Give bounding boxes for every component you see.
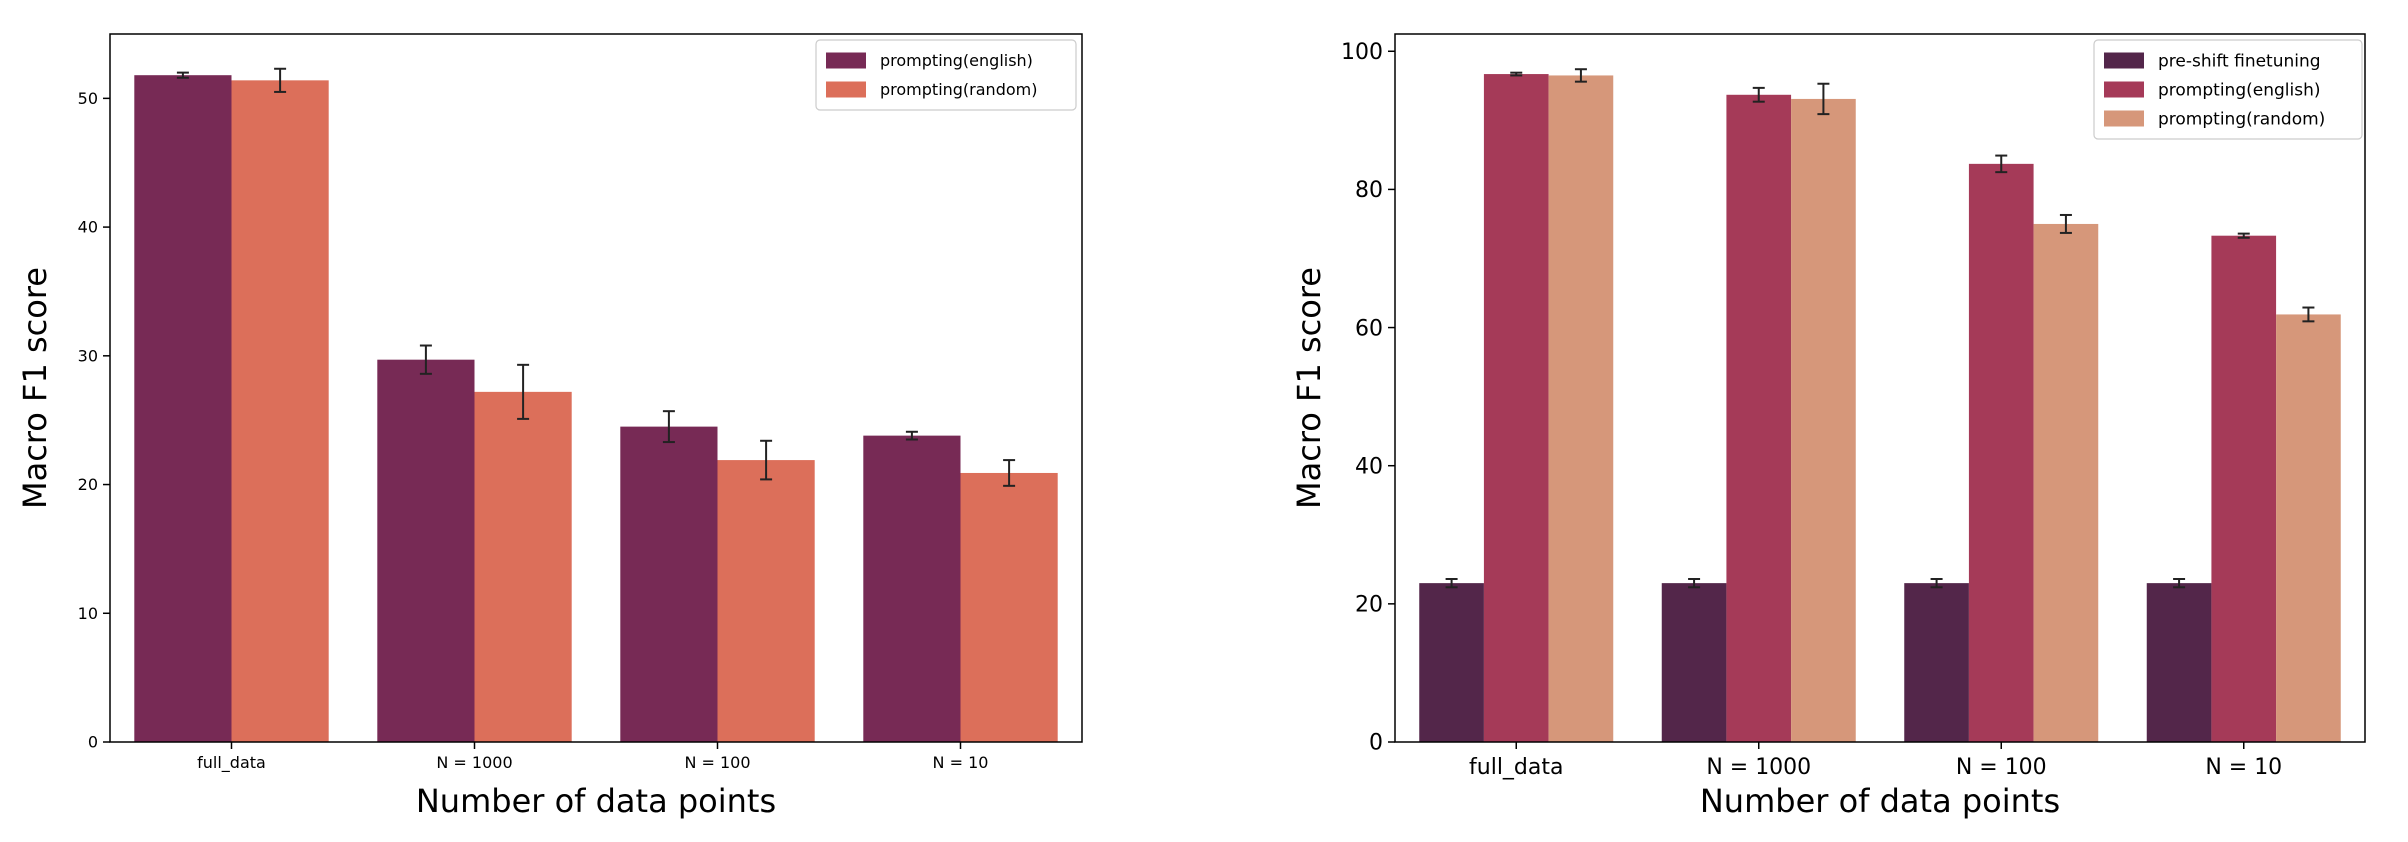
bar [863, 435, 961, 742]
bar [474, 391, 572, 742]
x-axis-label: Number of data points [1700, 782, 2060, 820]
bar [1548, 75, 1614, 742]
legend-label: prompting(english) [2158, 80, 2320, 100]
bar [2033, 223, 2099, 742]
y-tick-label: 0 [88, 733, 98, 752]
bar [1791, 98, 1856, 743]
bar [134, 75, 232, 742]
y-tick-label: 0 [1369, 731, 1383, 756]
y-axis-label: Macro F1 score [1290, 267, 1328, 509]
x-tick-label: N = 10 [933, 753, 989, 772]
legend-box [2093, 39, 2363, 140]
y-tick-label: 30 [78, 346, 98, 365]
x-tick-label: N = 100 [1956, 755, 2047, 780]
bar [1483, 74, 1549, 742]
plot-frame [1394, 33, 2366, 743]
y-tick-label: 20 [1355, 593, 1383, 618]
y-tick-label: 40 [1355, 454, 1383, 479]
x-tick-label: full_data [197, 753, 266, 773]
bar [2276, 314, 2341, 742]
x-tick-label: N = 10 [2205, 755, 2282, 780]
bar [2146, 583, 2212, 742]
legend-swatch [2104, 52, 2144, 69]
y-tick-label: 80 [1355, 178, 1383, 203]
bar [377, 359, 475, 742]
y-axis-label: Macro F1 score [16, 267, 54, 509]
bar [620, 426, 718, 742]
y-tick-label: 20 [78, 475, 98, 494]
bar [960, 472, 1058, 742]
y-tick-label: 60 [1355, 316, 1383, 341]
right-bar-chart: 0 20 40 60 80 100 full_data N = 1000 N = 100 N = … [1290, 33, 2366, 820]
legend-label: prompting(random) [2158, 109, 2325, 129]
legend-swatch [826, 81, 866, 98]
y-tick-label: 10 [78, 604, 98, 623]
bar [1419, 583, 1484, 742]
legend-swatch [826, 52, 866, 69]
bar [231, 80, 329, 743]
legend-swatch [2104, 81, 2144, 98]
legend-box [815, 39, 1077, 111]
y-tick-label: 50 [78, 89, 98, 108]
x-tick-label: N = 100 [684, 753, 750, 772]
legend-label: prompting(english) [880, 51, 1033, 70]
bar [1726, 94, 1792, 742]
left-bar-chart: 0 10 20 30 40 50 full_data N = 1000 N = 100 N = 1… [16, 33, 1083, 820]
x-tick-label: N = 1000 [1706, 755, 1811, 780]
bar [2211, 235, 2277, 742]
x-tick-label: N = 1000 [436, 753, 512, 772]
bar [717, 460, 815, 742]
legend-label: pre-shift finetuning [2158, 51, 2321, 71]
bar [1968, 163, 2034, 743]
legend-label: prompting(random) [880, 80, 1037, 99]
y-tick-label: 40 [78, 218, 98, 237]
bar [1904, 583, 1969, 742]
x-axis-label: Number of data points [416, 782, 776, 820]
plot-frame [109, 33, 1083, 743]
legend-swatch [2104, 110, 2144, 127]
y-tick-label: 100 [1341, 40, 1383, 65]
x-tick-label: full_data [1469, 755, 1563, 780]
bar [1661, 583, 1727, 742]
